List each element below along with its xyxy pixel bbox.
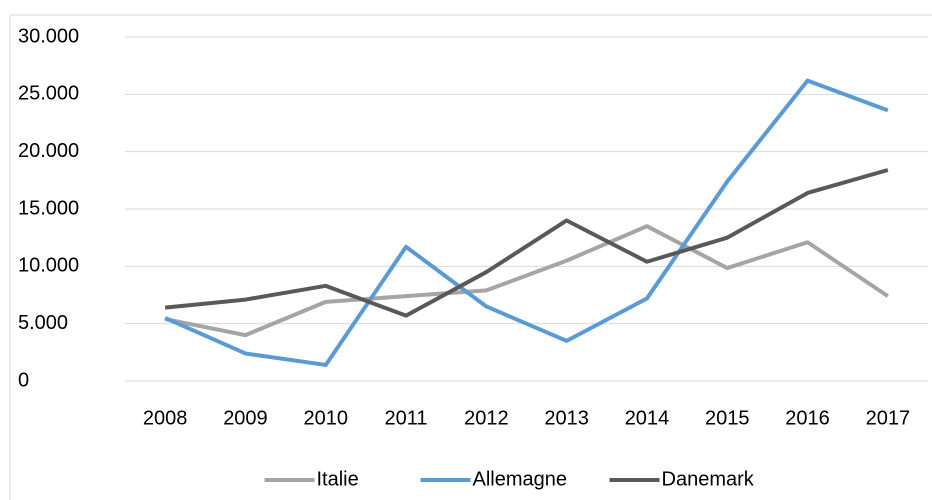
y-tick-label: 15.000: [18, 197, 79, 219]
x-tick-label: 2014: [625, 407, 670, 429]
x-tick-label: 2009: [223, 407, 268, 429]
y-tick-label: 5.000: [18, 312, 68, 334]
x-tick-label: 2013: [544, 407, 589, 429]
x-tick-label: 2016: [785, 407, 830, 429]
y-tick-label: 10.000: [18, 255, 79, 277]
legend-label: Danemark: [662, 468, 755, 490]
y-tick-label: 20.000: [18, 140, 79, 162]
y-tick-label: 30.000: [18, 25, 79, 47]
series-line: [164, 78, 889, 367]
x-tick-label: 2011: [385, 407, 428, 429]
y-tick-label: 25.000: [18, 83, 79, 105]
legend-label: Italie: [317, 468, 359, 490]
series-line: [164, 224, 889, 338]
chart-frame: [9, 14, 932, 500]
series-line: [164, 168, 889, 318]
x-tick-label: 2010: [304, 407, 349, 429]
x-tick-label: 2017: [866, 407, 911, 429]
x-tick-label: 2015: [705, 407, 750, 429]
legend-label: Allemagne: [473, 468, 568, 490]
y-tick-label: 0: [18, 369, 29, 391]
x-tick-label: 2008: [143, 407, 188, 429]
x-tick-label: 2012: [464, 407, 509, 429]
